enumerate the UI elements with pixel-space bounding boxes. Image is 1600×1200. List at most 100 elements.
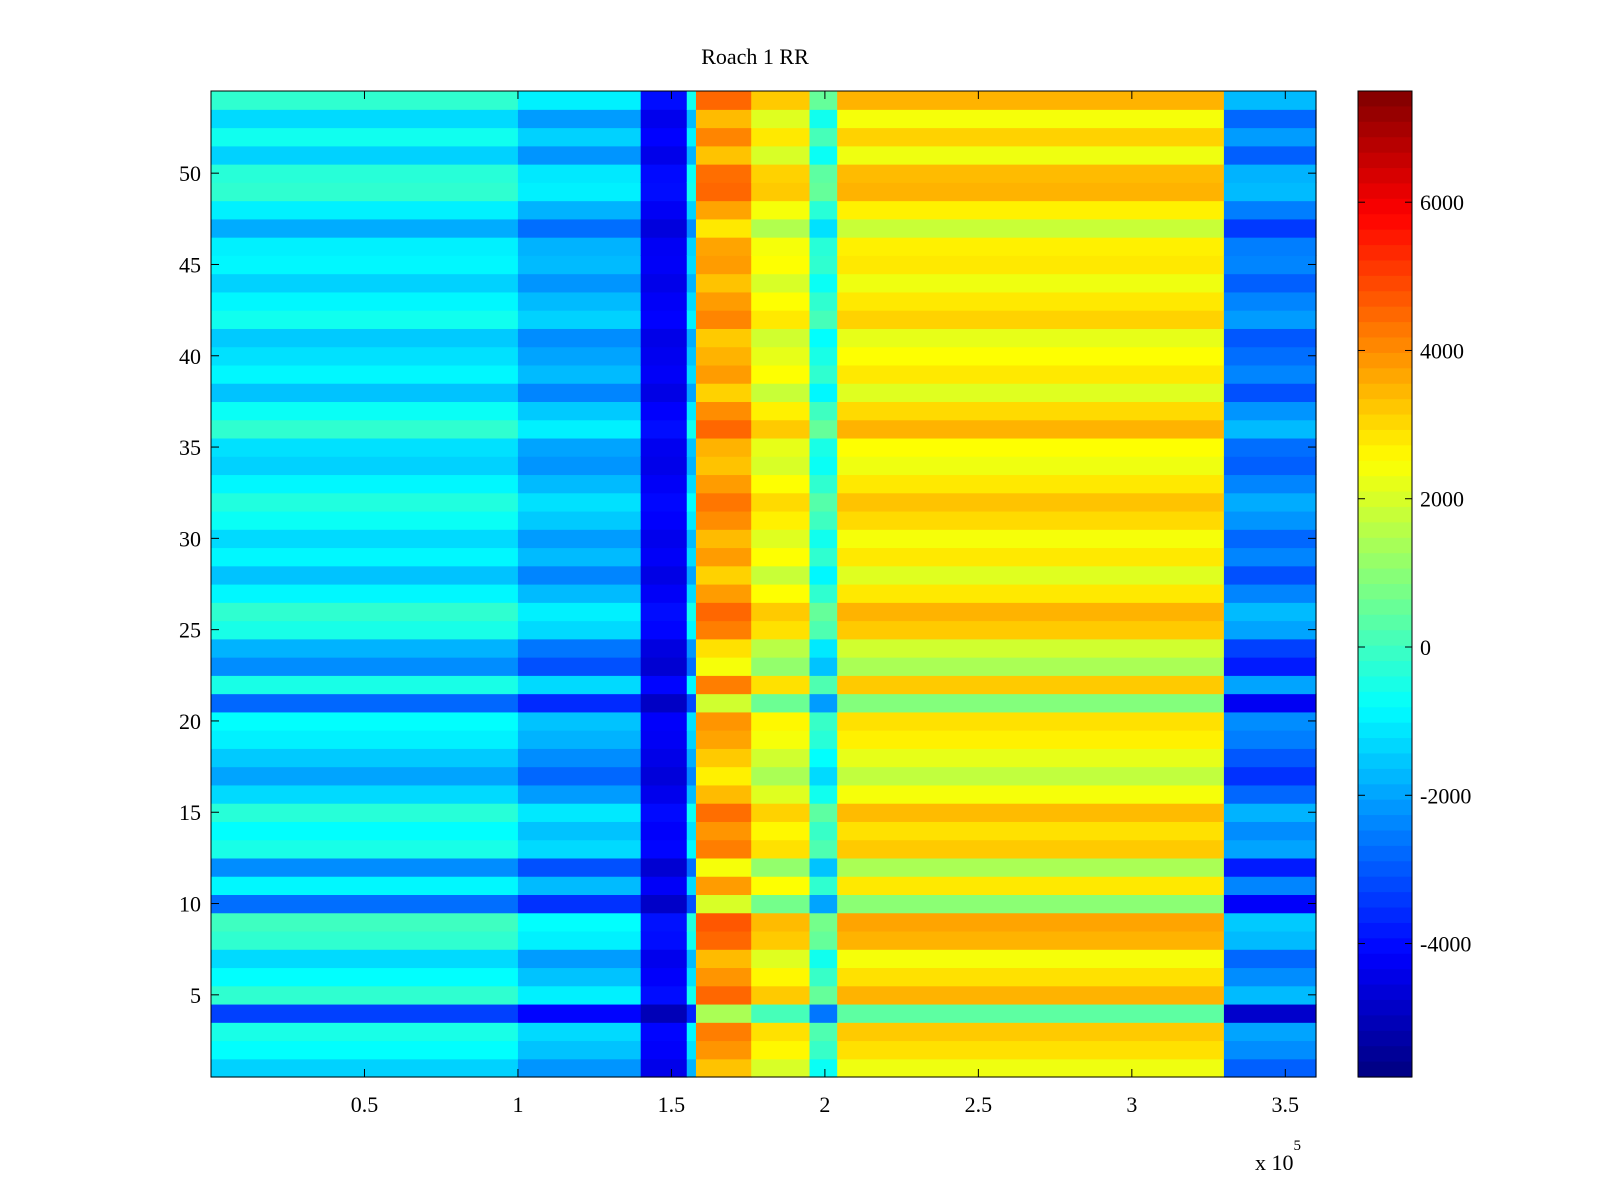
heatmap-cell	[686, 857, 697, 877]
heatmap-cell	[695, 730, 752, 749]
heatmap-cell	[809, 383, 838, 403]
heatmap-cell	[517, 1003, 642, 1023]
heatmap-cell	[686, 839, 697, 859]
heatmap-cell	[751, 894, 811, 914]
heatmap-cell	[686, 894, 697, 914]
colorbar-segment	[1358, 969, 1412, 986]
heatmap-cell	[211, 364, 519, 384]
heatmap-cell	[837, 200, 1225, 220]
heatmap-cell	[837, 784, 1225, 804]
heatmap-cell	[686, 109, 697, 129]
heatmap-cell	[695, 1040, 752, 1060]
heatmap-cell	[640, 912, 688, 932]
heatmap-cell	[695, 127, 752, 147]
heatmap-cell	[751, 839, 811, 859]
colorbar-segment	[1358, 645, 1412, 662]
heatmap-cell	[751, 492, 811, 512]
heatmap-cell	[686, 492, 697, 512]
heatmap-cell	[517, 218, 642, 238]
heatmap-cell	[751, 437, 811, 457]
heatmap-cell	[517, 291, 642, 311]
colorbar-segment	[1358, 522, 1412, 539]
heatmap-cell	[211, 857, 519, 877]
heatmap-cell	[751, 91, 811, 110]
colorbar-segment	[1358, 137, 1412, 154]
heatmap-cell	[211, 730, 519, 749]
heatmap-cell	[211, 127, 519, 147]
colorbar-tick-label: 0	[1420, 635, 1431, 660]
heatmap-cell	[809, 766, 838, 786]
colorbar-frame	[1357, 90, 1413, 1078]
heatmap-cell	[809, 145, 838, 165]
heatmap-cell	[695, 839, 752, 859]
heatmap-cell	[695, 164, 752, 183]
heatmap-cell	[686, 164, 697, 183]
heatmap-cell	[809, 675, 838, 695]
heatmap-cell	[517, 164, 642, 183]
heatmap-cell	[640, 91, 688, 110]
heatmap-cell	[1223, 127, 1317, 147]
heatmap-cell	[211, 638, 519, 658]
heatmap-cell	[517, 638, 642, 658]
colorbar-segment	[1358, 260, 1412, 277]
heatmap-cell	[211, 1003, 519, 1023]
heatmap-cell	[695, 620, 752, 640]
heatmap-cell	[517, 675, 642, 695]
colorbar-segment	[1358, 938, 1412, 955]
heatmap-cell	[695, 784, 752, 804]
heatmap-cell	[517, 839, 642, 859]
heatmap-cell	[837, 839, 1225, 859]
heatmap-cell	[1223, 876, 1317, 896]
heatmap-cell	[517, 91, 642, 110]
heatmap-cell	[695, 364, 752, 384]
heatmap-cell	[211, 657, 519, 676]
heatmap-cell	[686, 565, 697, 585]
heatmap-cell	[517, 273, 642, 293]
heatmap-cell	[1223, 857, 1317, 877]
heatmap-cell	[751, 748, 811, 768]
heatmap-cell	[1223, 730, 1317, 749]
heatmap-cell	[1223, 145, 1317, 165]
heatmap-cell	[1223, 657, 1317, 676]
heatmap-cell	[686, 437, 697, 457]
heatmap-cell	[686, 912, 697, 932]
colorbar-segment	[1358, 722, 1412, 739]
heatmap-cell	[837, 474, 1225, 494]
heatmap-cell	[686, 803, 697, 822]
colorbar-segment	[1358, 845, 1412, 862]
colorbar-segment	[1358, 198, 1412, 215]
heatmap-cell	[640, 127, 688, 147]
heatmap-cell	[751, 237, 811, 256]
heatmap-cell	[211, 602, 519, 622]
heatmap-cell	[1223, 620, 1317, 640]
heatmap-cell	[809, 748, 838, 768]
colorbar-ticks: 6000 4000 2000 0 -2000 -4000	[1358, 190, 1471, 957]
heatmap-cell	[809, 492, 838, 512]
heatmap-cell	[640, 401, 688, 421]
heatmap-cell	[837, 437, 1225, 457]
heatmap-cell	[695, 876, 752, 896]
heatmap-cell	[517, 620, 642, 640]
heatmap-cell	[686, 766, 697, 786]
heatmap-cell	[695, 693, 752, 713]
heatmap-cell	[517, 200, 642, 220]
heatmap-cell	[517, 657, 642, 676]
heatmap-cell	[686, 1040, 697, 1060]
heatmap-cell	[837, 638, 1225, 658]
heatmap-cell	[751, 200, 811, 220]
heatmap-cell	[751, 273, 811, 293]
heatmap-cell	[1223, 1022, 1317, 1042]
heatmap-cell	[517, 419, 642, 439]
heatmap-cell	[211, 200, 519, 220]
heatmap-cell	[211, 273, 519, 293]
heatmap-cell	[695, 638, 752, 658]
heatmap-cell	[809, 474, 838, 494]
heatmap-cell	[686, 364, 697, 384]
heatmap-cell	[640, 876, 688, 896]
heatmap-cell	[686, 1022, 697, 1042]
heatmap-cell	[751, 346, 811, 366]
heatmap-cell	[695, 602, 752, 622]
heatmap-cell	[211, 182, 519, 202]
heatmap-cell	[809, 255, 838, 275]
heatmap-cell	[809, 930, 838, 950]
